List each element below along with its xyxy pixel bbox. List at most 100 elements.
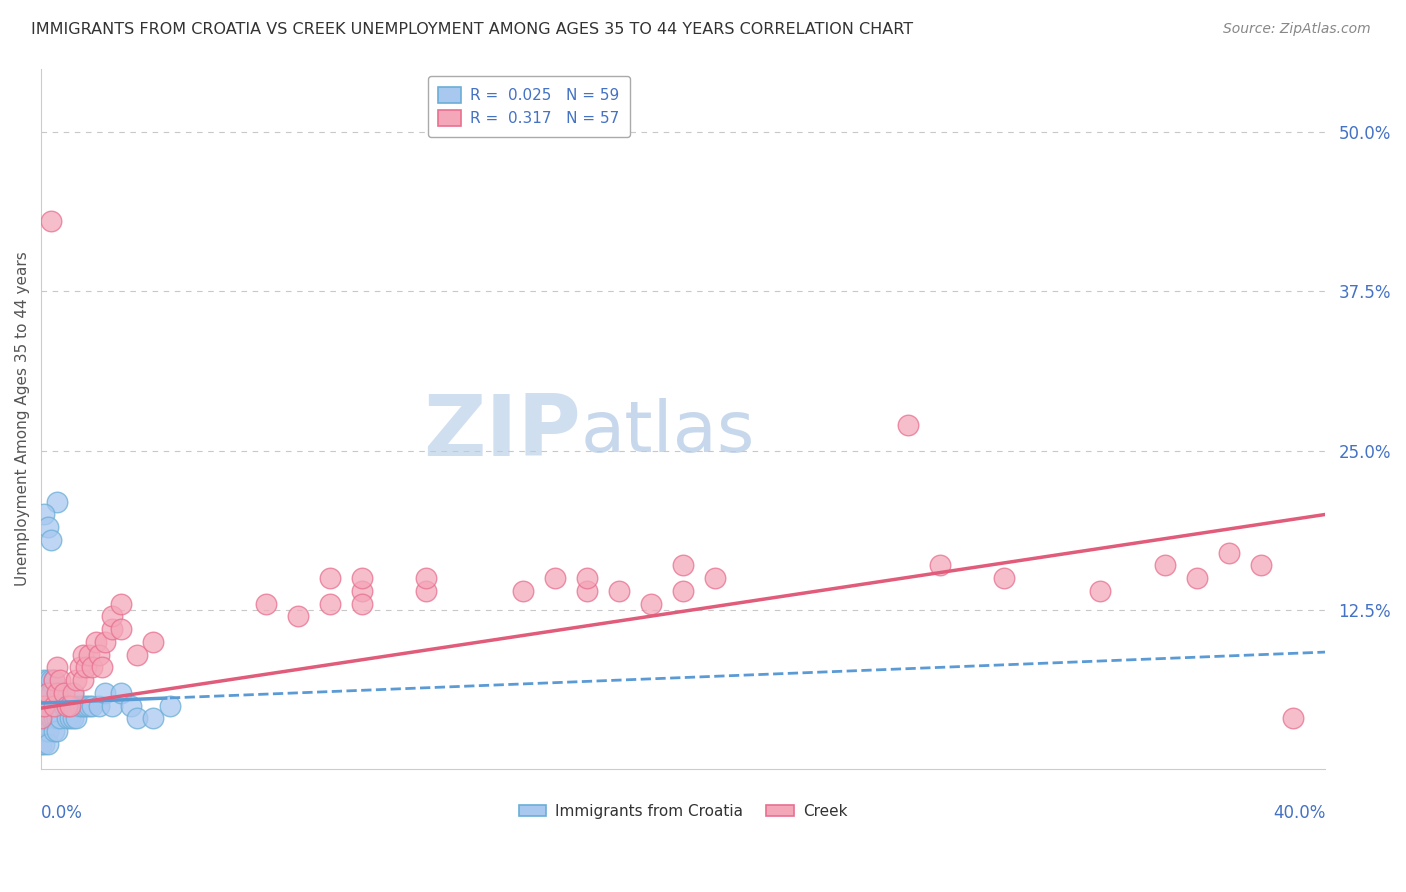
Point (52, 686, 75, 700)
Point (37, 520, 59, 534)
Point (37, 737, 59, 751)
Point (929, 558, 952, 573)
Point (82, 698, 104, 713)
Point (100, 622, 122, 636)
Point (94, 686, 117, 700)
Point (34, 698, 56, 713)
Point (39, 673, 62, 687)
Point (46, 724, 69, 739)
Point (1185, 571, 1208, 585)
Point (34, 673, 56, 687)
Point (46, 660, 69, 674)
Point (42, 698, 65, 713)
Point (352, 597, 374, 611)
Point (1250, 558, 1272, 573)
Text: 0.0%: 0.0% (41, 805, 83, 822)
Point (37, 686, 59, 700)
Point (1282, 711, 1305, 725)
Point (30, 737, 52, 751)
Point (352, 583, 374, 598)
Point (39, 214, 62, 228)
Point (59, 698, 82, 713)
Point (254, 597, 277, 611)
Point (84, 635, 107, 649)
Point (46, 686, 69, 700)
Text: Source: ZipAtlas.com: Source: ZipAtlas.com (1223, 22, 1371, 37)
Point (39, 686, 62, 700)
Point (575, 583, 598, 598)
Point (640, 597, 662, 611)
Point (59, 711, 82, 725)
Y-axis label: Unemployment Among Ages 35 to 44 years: Unemployment Among Ages 35 to 44 years (15, 252, 30, 586)
Point (46, 711, 69, 725)
Point (69, 660, 91, 674)
Point (56, 711, 79, 725)
Point (1218, 546, 1240, 560)
Point (100, 698, 122, 713)
Point (46, 686, 69, 700)
Point (607, 583, 630, 598)
Point (415, 583, 437, 598)
Point (159, 698, 181, 713)
Point (30, 711, 52, 725)
Point (59, 698, 82, 713)
Point (110, 622, 132, 636)
Point (49, 686, 72, 700)
Point (142, 635, 165, 649)
Point (49, 698, 72, 713)
Point (39, 711, 62, 725)
Point (34, 724, 56, 739)
Point (34, 698, 56, 713)
Point (37, 724, 59, 739)
Point (897, 418, 920, 433)
Point (100, 609, 122, 624)
Point (62, 698, 84, 713)
Point (42, 673, 65, 687)
Point (1153, 558, 1175, 573)
Point (42, 724, 65, 739)
Point (56, 698, 79, 713)
Legend: Immigrants from Croatia, Creek: Immigrants from Croatia, Creek (513, 797, 853, 825)
Point (77, 698, 100, 713)
Point (75, 698, 97, 713)
Point (52, 686, 75, 700)
Point (34, 508, 56, 522)
Point (42, 698, 65, 713)
Point (120, 698, 142, 713)
Point (34, 737, 56, 751)
Point (49, 711, 72, 725)
Point (672, 558, 695, 573)
Point (87, 648, 110, 662)
Point (37, 686, 59, 700)
Point (127, 648, 149, 662)
Point (352, 571, 374, 585)
Point (82, 660, 104, 674)
Point (30, 686, 52, 700)
Point (91, 660, 114, 674)
Point (49, 673, 72, 687)
Text: 40.0%: 40.0% (1272, 805, 1326, 822)
Point (30, 711, 52, 725)
Point (110, 597, 132, 611)
Point (62, 686, 84, 700)
Point (544, 571, 567, 585)
Point (94, 635, 117, 649)
Point (142, 711, 165, 725)
Point (56, 698, 79, 713)
Point (30, 724, 52, 739)
Point (46, 698, 69, 713)
Point (110, 686, 132, 700)
Point (77, 648, 100, 662)
Point (287, 609, 309, 624)
Point (39, 698, 62, 713)
Point (72, 698, 94, 713)
Point (319, 571, 342, 585)
Text: atlas: atlas (581, 399, 755, 467)
Point (1090, 583, 1112, 598)
Point (46, 494, 69, 508)
Point (30, 698, 52, 713)
Point (75, 660, 97, 674)
Point (72, 673, 94, 687)
Point (87, 698, 110, 713)
Point (704, 571, 727, 585)
